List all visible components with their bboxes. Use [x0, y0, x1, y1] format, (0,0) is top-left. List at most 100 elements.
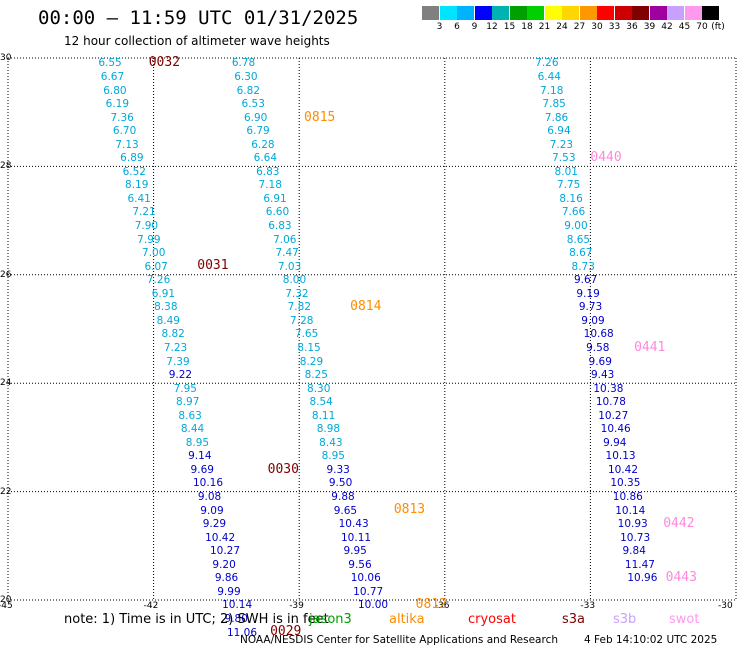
wave-height-value: 8.19: [125, 179, 149, 192]
wave-height-value: 10.27: [598, 409, 629, 422]
color-swatch: [579, 6, 597, 20]
wave-height-value: 10.78: [595, 396, 626, 409]
color-swatch: [492, 6, 509, 20]
color-tick-label: 15: [503, 22, 516, 32]
wave-height-value: 10.16: [192, 477, 224, 490]
longitude-tick-label: -30: [718, 601, 733, 611]
wave-height-value: 9.22: [168, 369, 193, 382]
wave-height-value: 10.77: [353, 585, 384, 598]
latitude-tick-label: 28: [0, 161, 12, 172]
color-swatch: [702, 6, 719, 20]
pass-time-label: 0440: [590, 150, 622, 166]
wave-height-value: 8.25: [304, 369, 328, 382]
wave-height-value: 7.39: [166, 355, 190, 368]
color-tick-label: 70: [696, 22, 708, 32]
wave-height-value: 6.78: [231, 57, 256, 70]
wave-height-value: 8.95: [185, 436, 210, 449]
satellite-label-altika: altika: [389, 612, 425, 627]
wave-height-value: 8.43: [319, 436, 343, 449]
latitude-tick-label: 24: [0, 378, 12, 389]
color-swatch: [544, 6, 562, 20]
wave-height-value: 9.19: [576, 287, 600, 300]
color-swatch: [649, 6, 667, 20]
wave-height-value: 9.80: [224, 612, 248, 625]
wave-height-value: 6.67: [100, 70, 125, 83]
wave-height-value: 6.55: [98, 57, 122, 70]
longitude-tick-label: -39: [289, 601, 304, 611]
satellite-label-s3b: s3b: [613, 612, 637, 627]
longitude-tick-label: -36: [434, 601, 450, 611]
color-tick-label: 42: [661, 22, 673, 32]
wave-height-value: 7.82: [287, 301, 312, 314]
wave-height-value: 7.85: [542, 98, 566, 111]
wave-height-value: 10.11: [341, 531, 372, 544]
wave-height-value: 10.13: [605, 450, 636, 463]
wave-height-value: 9.94: [603, 436, 627, 449]
wave-height-value: 8.82: [161, 328, 185, 341]
wave-height-value: 10.96: [627, 572, 658, 585]
wave-height-value: 7.32: [285, 287, 309, 300]
wave-height-value: 8.11: [311, 409, 336, 422]
wave-height-value: 7.99: [137, 233, 161, 246]
color-tick-label: 12: [486, 22, 498, 32]
color-tick-label: 36: [626, 22, 638, 32]
wave-height-value: 9.14: [188, 450, 212, 463]
wave-height-value: 10.14: [615, 504, 646, 517]
wave-height-value: 9.86: [214, 572, 239, 585]
wave-height-value: 8.01: [554, 165, 578, 178]
wave-height-value: 7.95: [173, 382, 197, 395]
wave-height-value: 9.69: [588, 355, 612, 368]
wave-height-value: 6.64: [253, 152, 278, 165]
color-tick-label: 33: [608, 22, 621, 32]
page-subtitle: 12 hour collection of altimeter wave hei…: [64, 34, 330, 48]
wave-height-value: 6.91: [263, 192, 287, 205]
color-tick-label: 6: [454, 22, 460, 32]
wave-height-value: 9.73: [578, 301, 603, 314]
wave-height-value: 6.52: [122, 165, 146, 178]
color-unit-label: (ft): [711, 22, 725, 32]
wave-height-value: 6.28: [251, 138, 275, 151]
color-tick-label: 18: [521, 22, 533, 32]
wave-height-value: 6.80: [103, 84, 127, 97]
wave-height-value: 6.82: [236, 84, 261, 97]
wave-height-value: 8.97: [176, 396, 200, 409]
wave-height-value: 7.65: [294, 328, 319, 341]
wave-height-value: 9.99: [217, 585, 241, 598]
color-tick-label: 21: [538, 22, 551, 32]
wave-height-value: 10.00: [358, 599, 389, 612]
wave-height-value: 10.06: [350, 572, 381, 585]
wave-height-value: 9.69: [190, 463, 214, 476]
wave-height-value: 7.00: [142, 247, 166, 260]
wave-height-value: 7.90: [134, 220, 159, 233]
credit-line: NOAA/NESDIS Center for Satellite Applica…: [240, 634, 558, 646]
color-tick-label: 24: [556, 22, 568, 32]
pass-time-label: 0031: [197, 258, 229, 274]
wave-height-value: 8.44: [180, 423, 205, 436]
wave-height-value: 7.26: [535, 57, 559, 70]
longitude-tick-label: -33: [580, 601, 596, 611]
wave-height-value: 6.19: [105, 98, 130, 111]
wave-height-value: 6.83: [268, 220, 292, 233]
wave-height-value: 10.35: [610, 477, 641, 490]
wave-height-value: 10.38: [593, 382, 624, 395]
pass-time-label: 0030: [267, 461, 299, 477]
wave-height-value: 8.73: [571, 260, 595, 273]
color-swatch: [509, 6, 527, 20]
pass-time-label: 0032: [148, 55, 181, 71]
wave-height-value: 9.95: [343, 545, 367, 558]
wave-height-value: 8.15: [297, 341, 321, 354]
wave-height-value: 9.84: [622, 545, 646, 558]
wave-height-value: 8.38: [154, 301, 178, 314]
wave-height-value: 6.30: [234, 70, 258, 83]
wave-height-value: 10.73: [620, 531, 651, 544]
pass-time-label: 0813: [393, 502, 426, 518]
wave-height-value: 8.65: [566, 233, 591, 246]
wave-height-value: 10.68: [583, 328, 614, 341]
wave-height-value: 7.86: [544, 111, 569, 124]
wave-height-value: 8.29: [299, 355, 324, 368]
color-tick-label: 3: [436, 22, 443, 32]
wave-height-value: 9.29: [202, 518, 227, 531]
pass-time-label: 0443: [665, 570, 697, 586]
wave-height-value: 8.98: [316, 423, 341, 436]
